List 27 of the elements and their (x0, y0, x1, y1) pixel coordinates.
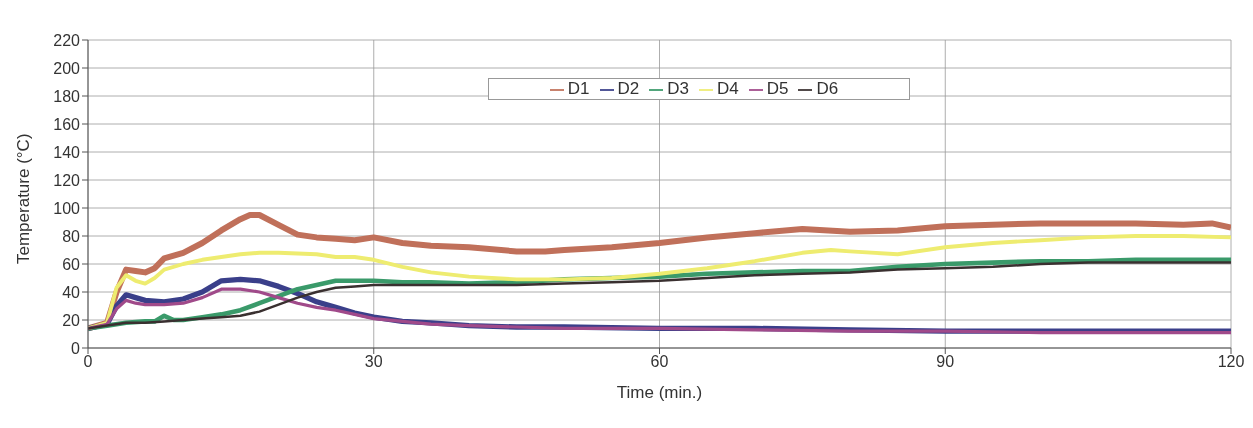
y-tick-label: 80 (62, 227, 81, 245)
y-axis-title: Temperature (°C) (14, 133, 34, 264)
x-axis-title: Time (min.) (616, 383, 703, 402)
legend-label: D5 (766, 79, 789, 98)
x-tick-label: 90 (936, 353, 955, 371)
y-tick-label: 160 (53, 115, 81, 133)
y-tick-label: 40 (62, 283, 81, 301)
legend-label: D4 (717, 79, 739, 98)
x-tick-label: 0 (83, 353, 93, 371)
legend-label: D1 (567, 79, 590, 98)
y-tick-label: 120 (53, 171, 81, 189)
line-series (88, 287, 1231, 335)
line-series (88, 234, 1231, 331)
y-tick-label: 100 (53, 199, 81, 217)
legend-label: D3 (667, 79, 689, 98)
legend-label: D6 (816, 79, 839, 98)
x-tick-label: 60 (650, 353, 669, 371)
x-tick-label: 120 (1217, 353, 1245, 371)
y-tick-label: 20 (62, 311, 81, 329)
y-tick-label: 0 (71, 339, 81, 357)
y-tick-label: 180 (53, 87, 81, 105)
y-tick-label: 220 (53, 31, 81, 49)
legend-label: D2 (617, 79, 640, 98)
x-tick-label: 30 (364, 353, 383, 371)
y-tick-label: 140 (53, 143, 81, 161)
y-tick-label: 200 (53, 59, 81, 77)
y-tick-label: 60 (62, 255, 81, 273)
